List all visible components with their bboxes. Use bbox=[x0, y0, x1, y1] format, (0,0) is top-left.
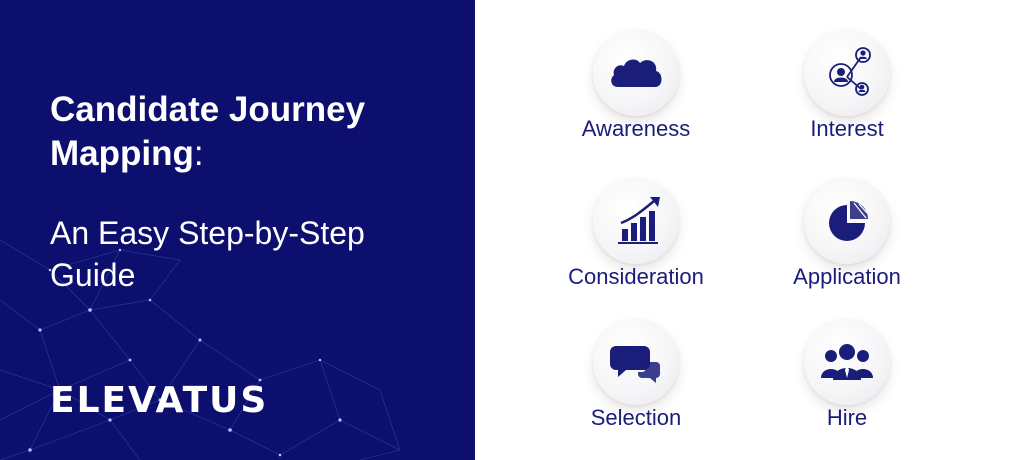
title-line-1: Candidate Journey bbox=[50, 90, 366, 129]
chat-bubbles-icon bbox=[610, 346, 660, 383]
journey-steps-grid: Awareness Interest bbox=[475, 0, 1024, 460]
step-label: Awareness bbox=[581, 116, 691, 141]
team-icon bbox=[821, 344, 873, 380]
logo-text: ELEVATUS bbox=[50, 380, 269, 421]
step-application: Application bbox=[747, 178, 947, 298]
step-label: Consideration bbox=[568, 264, 704, 289]
step-label: Application bbox=[793, 264, 901, 289]
step-label: Hire bbox=[826, 405, 868, 430]
step-icon-circle bbox=[804, 319, 890, 405]
banner-panel: Candidate Journey Mapping: An Easy Step-b… bbox=[0, 0, 475, 460]
pie-chart-icon bbox=[829, 201, 868, 241]
step-label: Interest bbox=[810, 116, 884, 141]
page-subtitle: An Easy Step-by-Step Guide bbox=[50, 212, 460, 296]
subtitle-line-2: Guide bbox=[50, 257, 136, 293]
step-awareness: Awareness bbox=[536, 30, 736, 150]
growth-chart-icon bbox=[618, 197, 660, 244]
step-interest: Interest bbox=[747, 30, 947, 150]
title-line-2: Mapping bbox=[50, 134, 194, 173]
step-icon-circle bbox=[593, 30, 679, 116]
step-label: Selection bbox=[590, 405, 682, 430]
step-icon-circle bbox=[593, 178, 679, 264]
people-network-icon bbox=[829, 47, 871, 96]
step-icon-circle bbox=[804, 178, 890, 264]
elevatus-logo: ELEVATUS bbox=[50, 378, 290, 424]
subtitle-line-1: An Easy Step-by-Step bbox=[50, 215, 365, 251]
title-colon: : bbox=[193, 134, 204, 173]
step-consideration: Consideration bbox=[536, 178, 736, 298]
step-selection: Selection bbox=[536, 319, 736, 439]
network-background-graphic bbox=[0, 239, 401, 460]
step-hire: Hire bbox=[747, 319, 947, 439]
step-icon-circle bbox=[593, 319, 679, 405]
page-title: Candidate Journey Mapping: bbox=[50, 88, 450, 176]
cloud-icon bbox=[611, 59, 662, 87]
step-icon-circle bbox=[804, 30, 890, 116]
